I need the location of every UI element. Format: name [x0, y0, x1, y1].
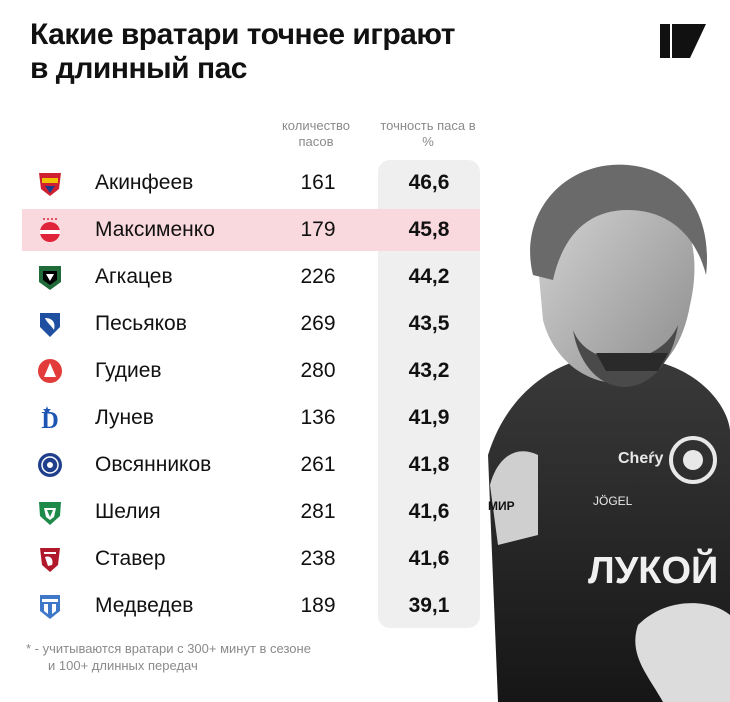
pass-count-value: 161 — [300, 171, 336, 194]
pass-accuracy-value: 44,2 — [408, 265, 450, 288]
goalkeeper-name: Овсянников — [95, 453, 212, 476]
pass-count-value: 136 — [300, 406, 336, 429]
page-title: Какие вратари точнее играют в длинный па… — [30, 18, 590, 86]
akhmat-red-crest-icon — [38, 359, 62, 383]
goalkeeper-name: Медведев — [95, 594, 194, 617]
title-line-2: в длинный пас — [30, 52, 247, 85]
pass-count-value: 280 — [300, 359, 336, 382]
fakel-crest-icon — [38, 453, 62, 477]
table-row: Акинфеев 161 46,6 — [22, 162, 480, 204]
pass-accuracy-value: 41,6 — [408, 500, 450, 523]
dynamo-crest-icon: D — [41, 406, 59, 432]
table-row: D Лунев 136 41,9 — [22, 397, 480, 439]
pass-count-value: 281 — [300, 500, 336, 523]
akhmat-crest-icon — [39, 502, 61, 525]
footnote-line-2: и 100+ длинных передач — [48, 658, 198, 673]
goalkeeper-name: Гудиев — [95, 359, 162, 382]
column-header-count: количество пасов — [281, 118, 351, 149]
pass-accuracy-value: 41,6 — [408, 547, 450, 570]
krasnodar-crest-icon — [39, 266, 61, 290]
footnote-line-1: * - учитываются вратари с 300+ минут в с… — [26, 641, 311, 656]
shirt-kit-text: JÖGEL — [593, 494, 633, 508]
table-row: Медведев 189 39,1 — [22, 585, 480, 627]
table-row: Шелия 281 41,6 — [22, 491, 480, 533]
footnote: * - учитываются вратари с 300+ минут в с… — [26, 640, 406, 674]
pass-accuracy-value: 45,8 — [408, 218, 450, 241]
shirt-sponsor-text: ЛУКОЙ — [588, 547, 718, 592]
pass-accuracy-value: 46,6 — [408, 171, 450, 194]
table-row: Гудиев 280 43,2 — [22, 350, 480, 392]
table-row: Агкацев 226 44,2 — [22, 256, 480, 298]
baltika-crest-icon — [40, 595, 60, 619]
shirt-brand-text: Cheŕy — [618, 450, 663, 467]
goalkeeper-name: Лунев — [95, 406, 154, 429]
title-line-1: Какие вратари точнее играют — [30, 18, 455, 51]
sports-media-logo-icon — [660, 24, 706, 58]
goalkeeper-name: Агкацев — [95, 265, 173, 288]
krylia-sovetov-crest-icon — [40, 313, 60, 337]
pass-count-value: 238 — [300, 547, 336, 570]
goalkeeper-name: Ставер — [95, 547, 166, 570]
goalkeeper-name: Акинфеев — [95, 171, 194, 194]
pass-accuracy-value: 43,5 — [408, 312, 450, 335]
goalkeeper-name: Песьяков — [95, 312, 187, 335]
goalkeeper-photo: Cheŕy JÖGEL МИР ЛУКОЙ — [488, 164, 730, 702]
pass-count-value: 226 — [300, 265, 336, 288]
goalkeeper-name: Шелия — [95, 500, 161, 523]
pass-accuracy-value: 43,2 — [408, 359, 450, 382]
pass-count-value: 189 — [300, 594, 336, 617]
table-row: Ставер 238 41,6 — [22, 538, 480, 580]
svg-text:D: D — [41, 408, 58, 432]
shirt-league-text: МИР — [488, 499, 515, 513]
table-row: Песьяков 269 43,5 — [22, 303, 480, 345]
pass-count-value: 261 — [300, 453, 336, 476]
pass-count-value: 269 — [300, 312, 336, 335]
rubin-crest-icon — [40, 548, 60, 572]
pass-accuracy-value: 41,8 — [408, 453, 450, 476]
column-header-accuracy: точность паса в % — [380, 118, 476, 149]
cska-crest-icon — [39, 173, 61, 196]
pass-count-value: 179 — [300, 218, 336, 241]
table-row: Овсянников 261 41,8 — [22, 444, 480, 486]
goalkeeper-name: Максименко — [95, 218, 215, 241]
table-row: Максименко 179 45,8 — [22, 209, 480, 251]
spartak-crest-icon — [40, 218, 60, 242]
pass-accuracy-value: 39,1 — [408, 594, 450, 617]
pass-accuracy-value: 41,9 — [408, 406, 450, 429]
